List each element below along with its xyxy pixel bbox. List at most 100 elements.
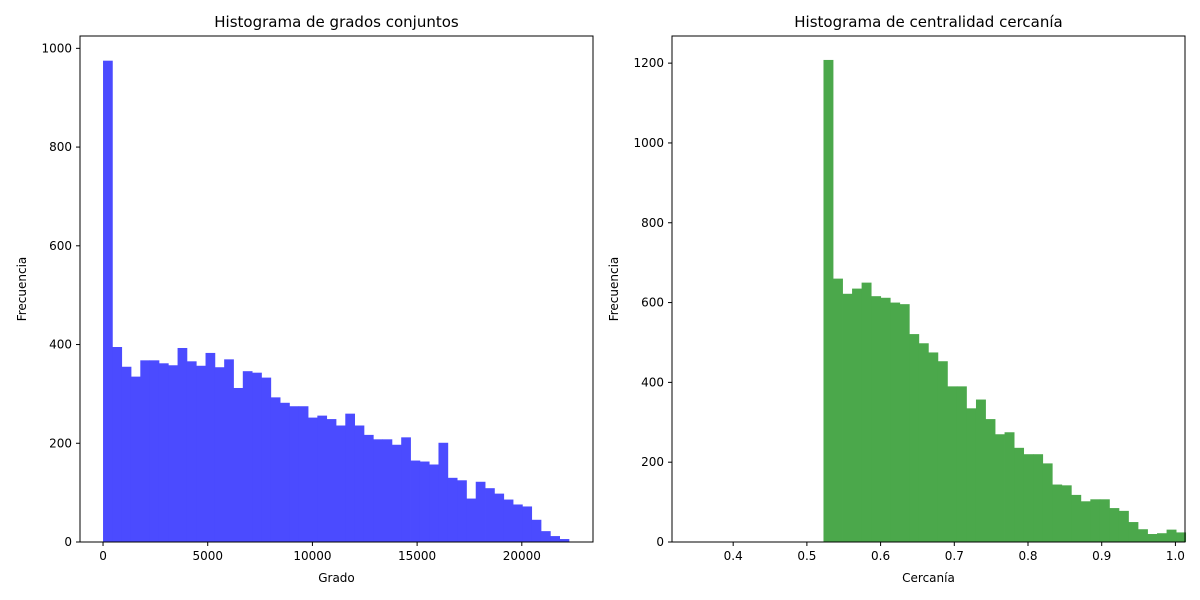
closeness-histogram-bar [823,59,834,542]
degree-histogram-bars [103,60,570,543]
closeness-histogram-bar [1004,432,1015,542]
degree-histogram-bar [466,498,477,542]
closeness-y-axis-label: Frecuencia [607,257,621,322]
closeness-histogram-bar [1080,501,1091,542]
degree-histogram-bar [494,493,505,542]
degree-histogram-bar [429,464,439,542]
closeness-histogram-bar [975,399,986,542]
degree-y-ticks: 0 200 400 600 800 1000 [41,41,80,549]
degree-y-tick-label: 600 [49,239,72,253]
degree-histogram-bar [363,434,374,542]
degree-histogram-bar [103,60,113,543]
degree-y-tick-label: 200 [49,436,72,450]
degree-histogram-bar [224,359,234,542]
degree-histogram-bar [308,417,318,542]
degree-histogram-bar [410,460,421,542]
closeness-histogram-bar [861,282,872,542]
closeness-histogram-bar [1052,484,1063,542]
degree-histogram-bar [447,477,458,542]
closeness-plot-frame [671,35,1186,543]
degree-histogram-bar [270,397,281,542]
degree-histogram-bar [242,371,253,542]
degree-histogram-bar [373,439,383,542]
degree-plot-frame [79,35,594,543]
degree-histogram-bar [419,461,430,542]
closeness-histogram-bar [1128,522,1139,542]
closeness-x-tick-label: 0.9 [1092,549,1111,563]
degree-histogram-bar [540,531,551,542]
closeness-histogram-bar [918,343,929,542]
closeness-histogram-bars [690,59,1187,543]
closeness-histogram-bar [1166,529,1177,542]
degree-histogram-bar [522,506,533,542]
degree-x-tick-label: 5000 [192,549,223,563]
closeness-x-tick-label: 0.5 [797,549,816,563]
closeness-histogram-bar [1176,532,1187,542]
closeness-y-ticks: 0 200 400 600 800 1000 1200 [633,56,672,549]
degree-histogram-bar [550,536,560,542]
closeness-x-tick-label: 0.4 [724,549,743,563]
degree-histogram-bar [140,360,151,542]
closeness-histogram-bar [842,293,853,542]
degree-histogram-bar [485,488,495,542]
degree-histogram-bar [168,365,178,542]
closeness-histogram-bar [1118,510,1129,542]
closeness-x-tick-label: 0.6 [871,549,890,563]
degree-histogram-bar [345,413,356,542]
degree-histogram-bar [158,363,169,542]
degree-x-ticks: 0 5000 10000 15000 20000 [99,542,541,563]
degree-histogram-bar [280,402,290,542]
closeness-histogram-bar [1023,454,1034,542]
closeness-histogram-bar [1061,485,1072,542]
degree-histogram-bar [233,387,244,542]
closeness-chart-title: Histograma de centralidad cercanía [794,13,1062,31]
closeness-y-tick-label: 400 [641,375,664,389]
closeness-histogram-bar [871,296,882,542]
closeness-x-ticks: 0.4 0.5 0.6 0.7 0.8 0.9 1.0 [724,542,1185,563]
closeness-x-tick-label: 0.8 [1018,549,1037,563]
degree-x-tick-label: 0 [99,549,107,563]
closeness-histogram-bar [1109,508,1120,542]
closeness-y-tick-label: 200 [641,455,664,469]
degree-histogram-bar [457,480,467,542]
degree-y-axis-label: Frecuencia [15,257,29,322]
degree-y-tick-label: 800 [49,140,72,154]
degree-histogram-bar [205,352,216,542]
closeness-histogram-bar [852,288,862,542]
degree-histogram-bar [503,499,514,542]
degree-x-tick-label: 15000 [398,549,436,563]
degree-histogram-bar [252,372,262,542]
closeness-histogram-bar [928,352,939,542]
degree-histogram-bar [391,444,402,542]
closeness-histogram-bar [966,408,977,542]
degree-histogram-bar [149,360,160,542]
degree-histogram-bar [317,415,328,542]
degree-histogram-panel: 0 5000 10000 15000 20000 0 200 400 600 800 1000 H… [15,13,594,585]
closeness-histogram-bar [1137,529,1148,542]
closeness-histogram-bar [1147,534,1158,542]
degree-histogram-bar [382,439,393,542]
degree-histogram-bar [177,347,188,542]
closeness-histogram-bar [937,361,948,542]
degree-histogram-bar [121,366,132,542]
closeness-histogram-bar [1157,533,1167,542]
closeness-histogram-bar [1099,499,1110,542]
degree-x-tick-label: 20000 [503,549,541,563]
closeness-histogram-bar [947,386,958,542]
degree-histogram-bar [335,425,346,542]
closeness-histogram-bar [899,304,910,542]
closeness-y-tick-label: 0 [656,535,664,549]
degree-histogram-bar [475,481,486,542]
degree-histogram-bar [214,367,225,542]
degree-histogram-bar [196,365,206,542]
degree-histogram-bar [326,419,337,542]
closeness-x-tick-label: 1.0 [1166,549,1185,563]
closeness-histogram-bar [985,419,996,542]
degree-histogram-bar [289,406,300,542]
degree-histogram-bar [513,504,523,542]
closeness-histogram-bar [1090,499,1101,542]
closeness-x-axis-label: Cercanía [902,571,955,585]
degree-histogram-bar [531,519,542,542]
closeness-histogram-bar [833,278,843,542]
